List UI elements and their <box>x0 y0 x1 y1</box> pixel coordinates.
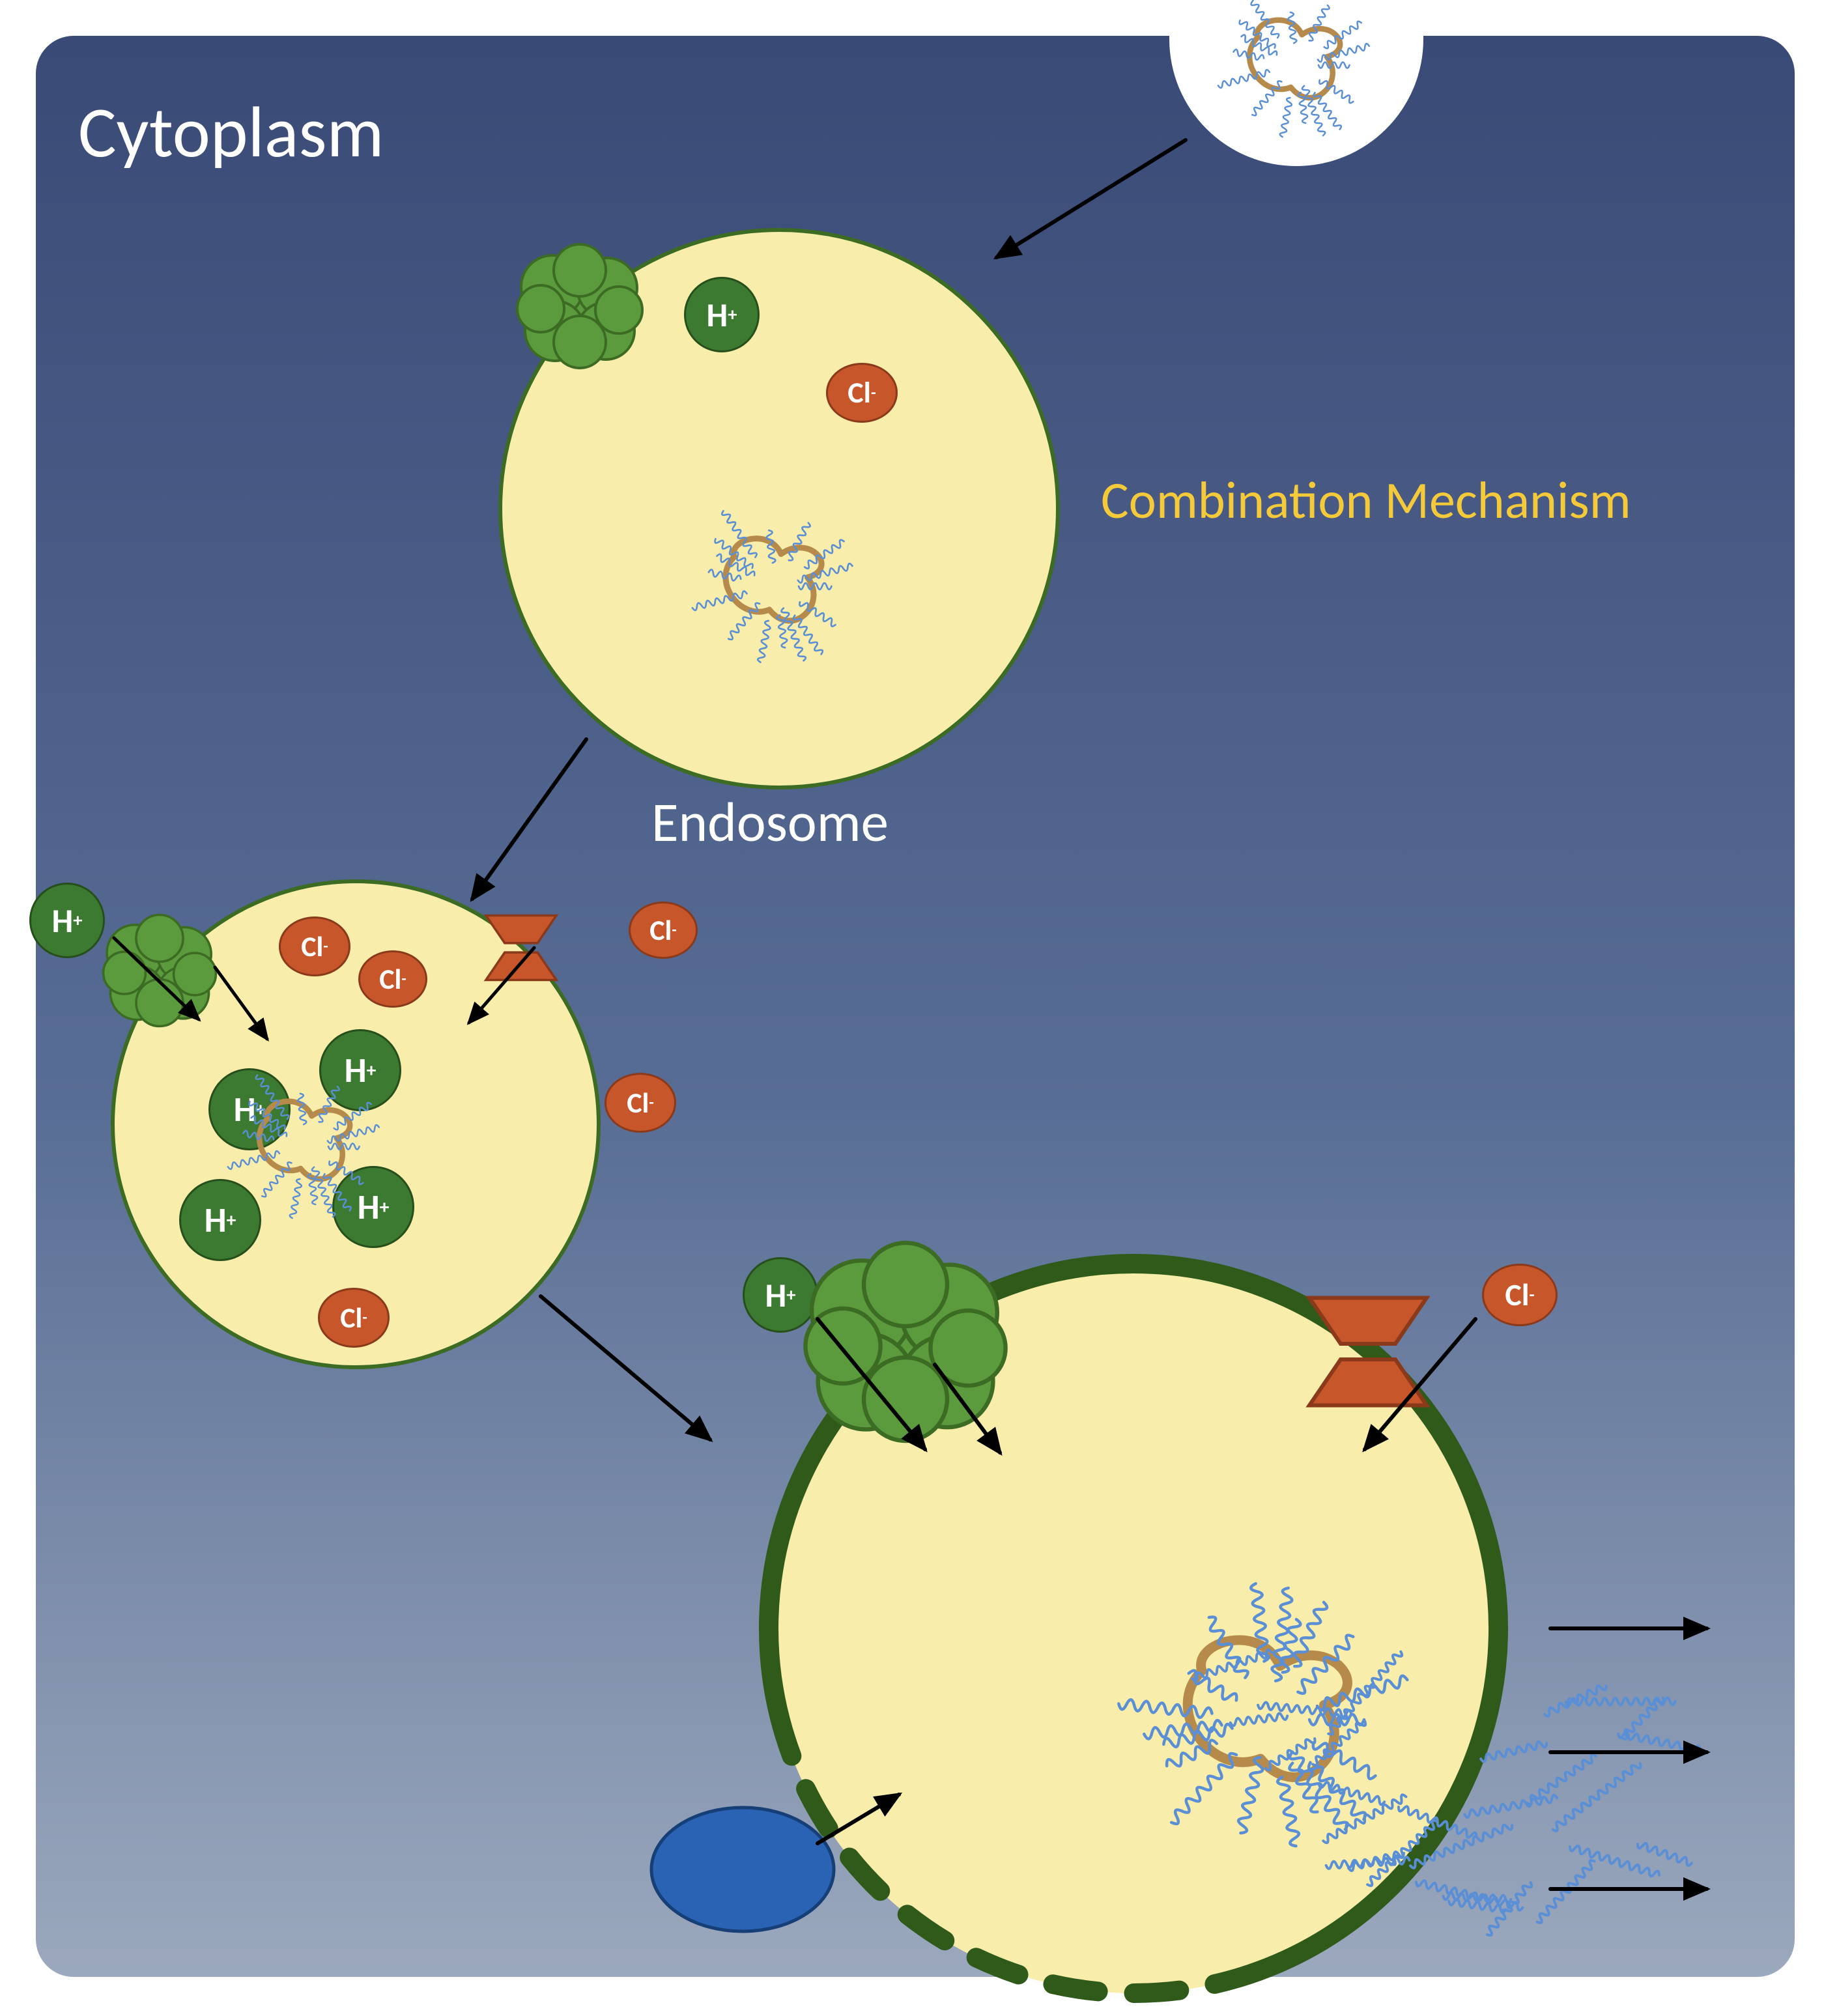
proton-ion: H+ <box>1036 1355 1105 1424</box>
proton-ion: H+ <box>319 1029 401 1111</box>
chloride-ion: Cl- <box>1482 1264 1558 1326</box>
proton-ion: H+ <box>332 1166 414 1248</box>
chloride-ion: Cl- <box>279 916 350 976</box>
chloride-ion: Cl- <box>629 902 698 959</box>
proton-ion: H+ <box>1132 1477 1204 1549</box>
chloride-ion: Cl- <box>982 1503 1054 1562</box>
water-label: H2O <box>681 1840 756 1897</box>
proton-ion: H+ <box>1331 1510 1403 1582</box>
diagram-canvas: H+Cl-H+Cl-Cl-Cl-Cl-H+H+H+H+Cl-H+Cl-H+Cl-… <box>0 0 1824 2016</box>
proton-ion: H+ <box>208 1068 291 1150</box>
proton-ion: H+ <box>1173 1775 1216 1818</box>
chloride-ion: Cl- <box>318 1288 390 1347</box>
proton-ion: H+ <box>846 1549 917 1621</box>
label-combination: Combination Mechanism <box>1101 469 1631 532</box>
proton-ion: H+ <box>1133 1694 1176 1737</box>
chloride-ion: Cl- <box>605 1073 676 1132</box>
vesicle-endosome1 <box>498 228 1060 789</box>
label-cytoplasm: Cytoplasm <box>78 88 384 176</box>
proton-ion: H+ <box>29 883 105 958</box>
chloride-ion: Cl- <box>943 1796 1015 1855</box>
proton-ion: H+ <box>1160 1638 1203 1681</box>
chloride-ion: Cl- <box>826 363 898 422</box>
proton-ion: H+ <box>1215 1628 1258 1671</box>
chloride-ion: Cl- <box>1153 1351 1222 1408</box>
proton-ion: H+ <box>684 277 760 352</box>
proton-ion: H+ <box>1247 1707 1290 1750</box>
proton-ion: H+ <box>1189 1713 1232 1756</box>
proton-ion: H+ <box>179 1179 261 1261</box>
proton-ion: H+ <box>743 1257 818 1333</box>
label-endosome: Endosome <box>651 788 889 856</box>
chloride-ion: Cl- <box>358 950 427 1008</box>
